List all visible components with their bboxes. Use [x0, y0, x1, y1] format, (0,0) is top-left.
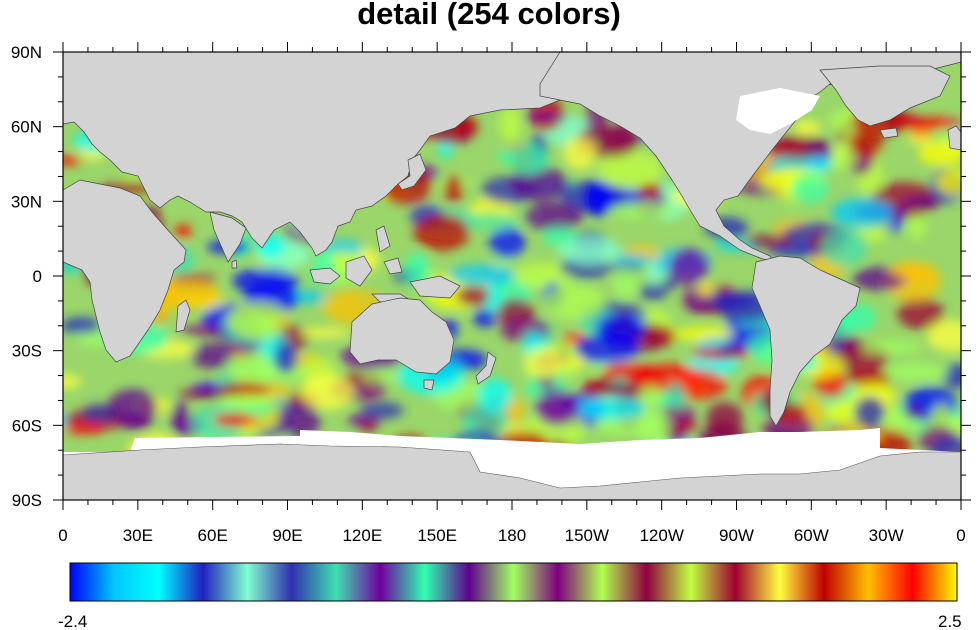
- lon-label: 180: [498, 526, 526, 545]
- north-america: [539, 52, 961, 263]
- colorbar-scale: [69, 562, 958, 602]
- lat-label: 60S: [12, 416, 42, 435]
- lon-label: 150W: [565, 526, 609, 545]
- lon-label: 60E: [198, 526, 228, 545]
- lon-label: 90E: [272, 526, 302, 545]
- lon-label: 30E: [123, 526, 153, 545]
- axis-ticks: [53, 42, 971, 510]
- south-america: [751, 255, 861, 427]
- arctic-ice: [736, 88, 820, 134]
- lon-label: 120E: [342, 526, 382, 545]
- lat-label: 90N: [11, 43, 42, 62]
- lon-label: 60W: [794, 526, 829, 545]
- madagascar: [175, 299, 191, 333]
- latitude-labels: 90N 60N 30N 0 30S 60S 90S: [11, 43, 42, 510]
- chart-title: detail (254 colors): [357, 0, 621, 31]
- lat-label: 90S: [12, 491, 42, 510]
- japan: [397, 153, 427, 191]
- uk: [947, 125, 961, 151]
- lon-label: 0: [956, 526, 965, 545]
- lon-label: 30W: [869, 526, 904, 545]
- lon-label: 150E: [417, 526, 457, 545]
- lon-label: 120W: [639, 526, 683, 545]
- sri-lanka: [231, 259, 238, 269]
- africa: [63, 179, 187, 363]
- lat-label: 30S: [12, 342, 42, 361]
- lon-label: 0: [58, 526, 67, 545]
- philippines: [375, 225, 391, 253]
- antarctica: [63, 443, 961, 500]
- iceland: [879, 127, 899, 139]
- longitude-labels: 0 30E 60E 90E 120E 150E 180 150W 120W 90W 60W 30W 0: [58, 526, 965, 545]
- colorbar-max-label: 2.5: [938, 612, 962, 630]
- land-masses: [63, 52, 961, 427]
- india: [209, 211, 247, 263]
- lat-label: 60N: [11, 118, 42, 137]
- lat-label: 30N: [11, 192, 42, 211]
- lat-label: 0: [33, 267, 42, 286]
- colorbar-min-label: -2.4: [58, 612, 87, 630]
- greenland: [819, 65, 951, 127]
- lon-label: 90W: [719, 526, 754, 545]
- australia: [349, 297, 455, 375]
- tasmania: [423, 379, 435, 391]
- new-zealand: [475, 351, 497, 385]
